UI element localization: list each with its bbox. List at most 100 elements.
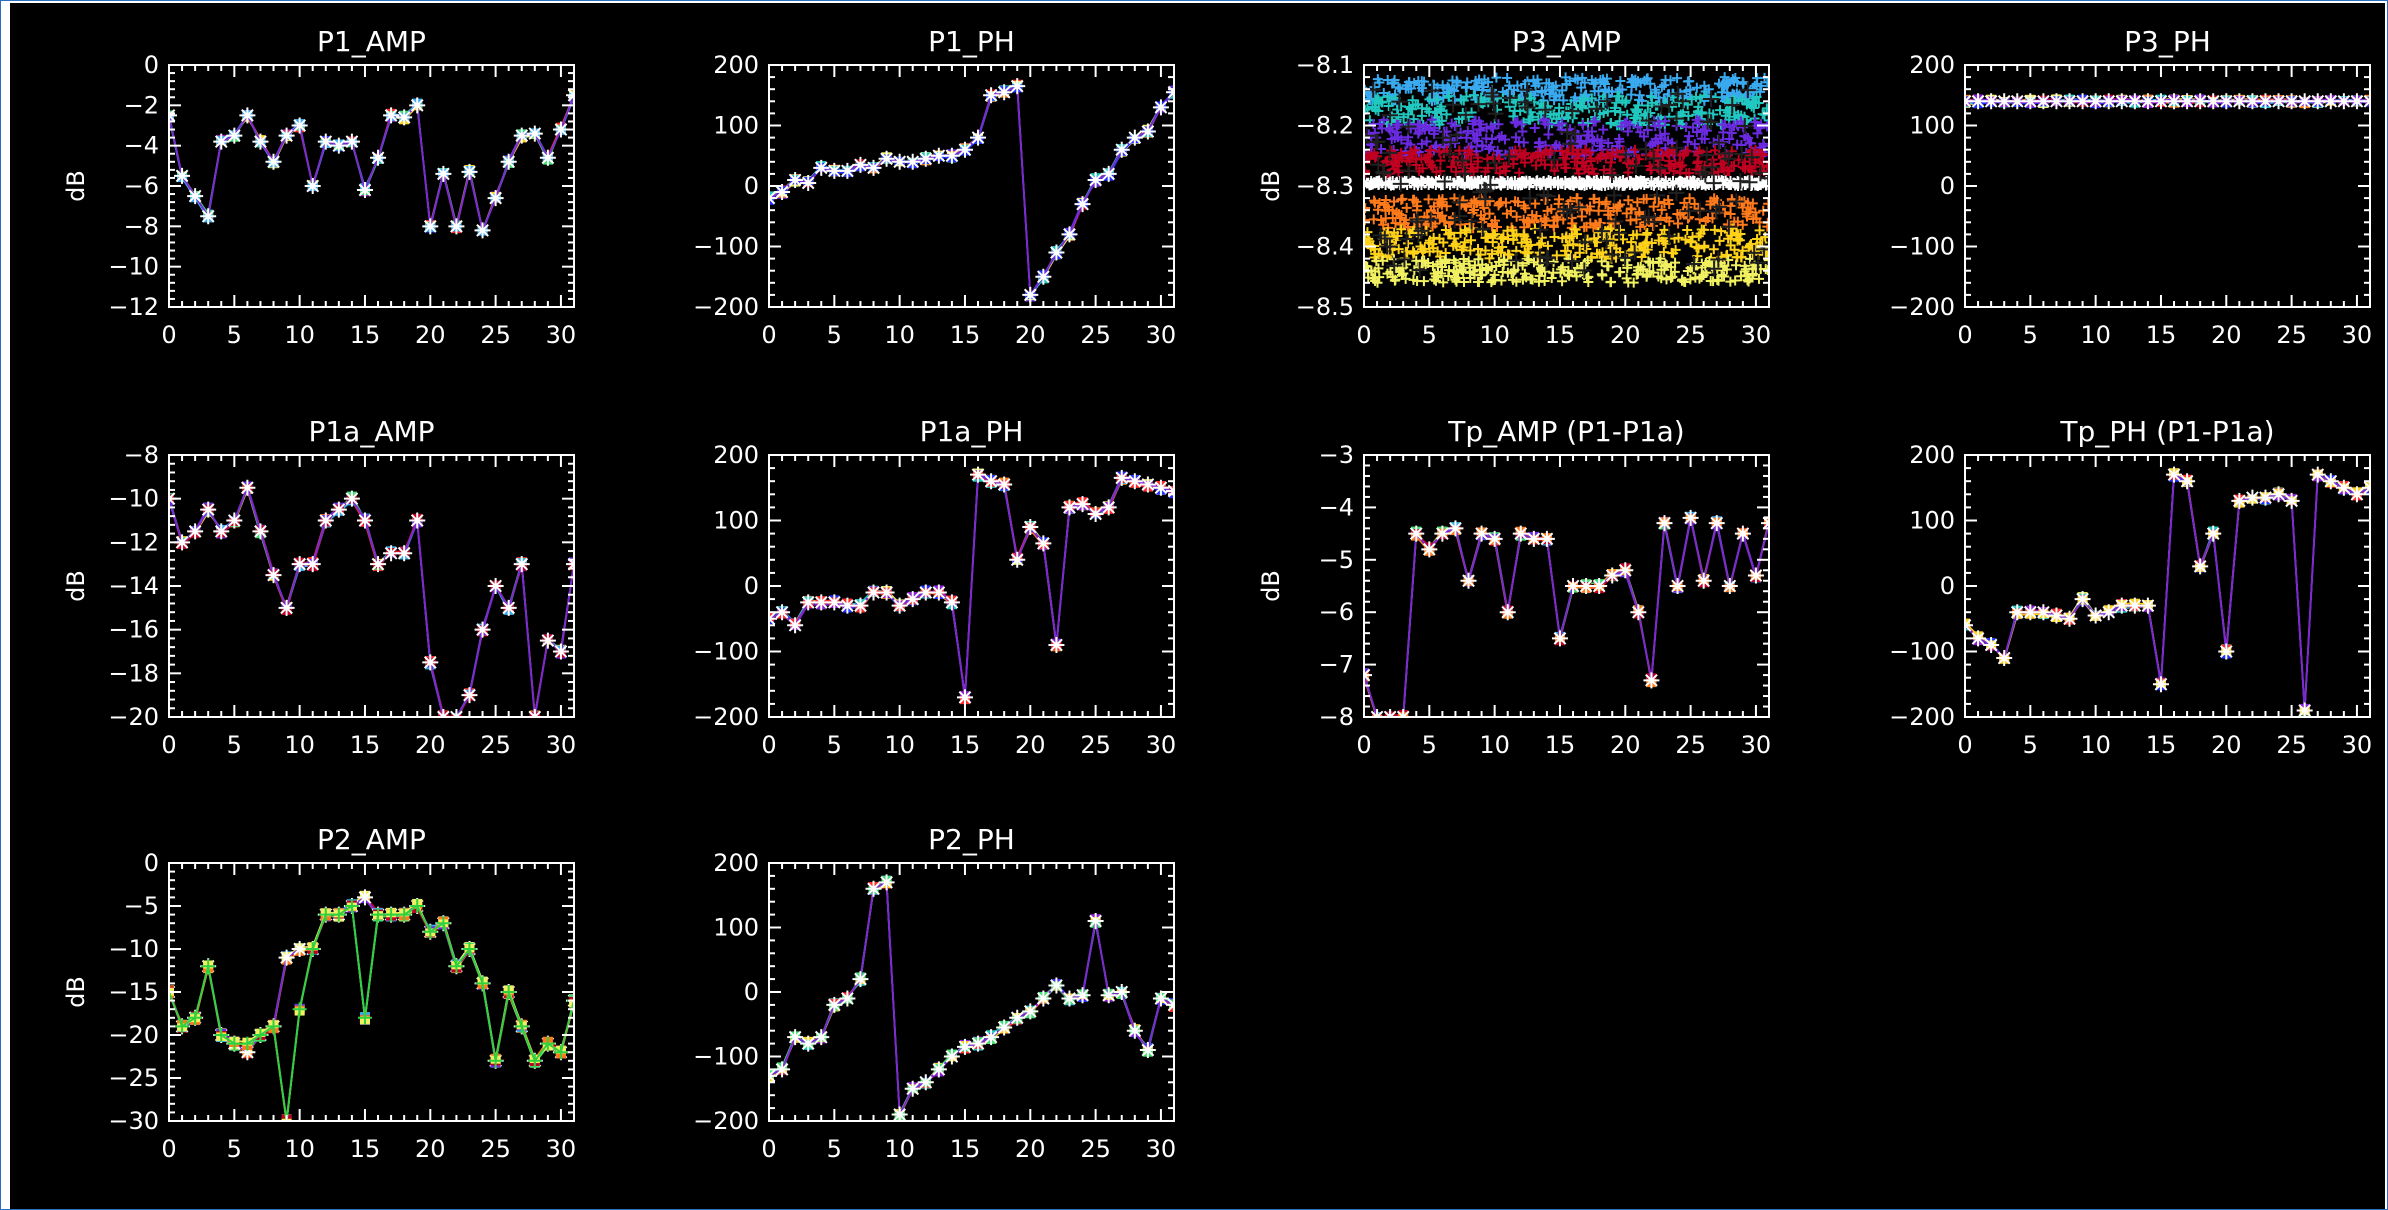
p3-amp-point xyxy=(1699,80,1710,91)
p3-amp-marker xyxy=(1586,175,1601,190)
p3-amp-point xyxy=(1519,81,1536,98)
p3-amp-point xyxy=(1544,88,1555,99)
p3-amp-point xyxy=(1522,216,1532,227)
p3-amp-point xyxy=(1546,273,1557,284)
p3-amp-point xyxy=(1470,96,1487,113)
p3-amp-point xyxy=(1479,96,1490,107)
p3-amp-point xyxy=(1568,239,1579,250)
p1-amp-marker xyxy=(487,190,504,207)
tp-amp-xtick-label: 15 xyxy=(1545,731,1576,759)
p3-amp-point xyxy=(1632,122,1643,133)
p3-amp-point xyxy=(1658,247,1669,258)
p3-amp-point xyxy=(1691,202,1708,219)
p3-amp-point xyxy=(1672,73,1683,84)
p3-amp-point xyxy=(1542,205,1553,216)
p3-amp-point xyxy=(1593,86,1604,97)
p3-amp-point xyxy=(1390,218,1401,229)
p3-amp-point xyxy=(1566,98,1577,109)
p3-amp-point xyxy=(1646,238,1657,249)
p3-amp-point xyxy=(1529,215,1540,226)
tp-ph-marker xyxy=(2192,558,2209,575)
p3-amp-point xyxy=(1450,166,1461,177)
p3-amp-point xyxy=(1588,78,1599,89)
p1-ph-ytick-label: 0 xyxy=(744,172,759,200)
p3-amp-point xyxy=(1670,257,1681,268)
p3-amp-point xyxy=(1752,73,1763,84)
p3-ph-marker xyxy=(2179,93,2196,110)
tp-amp-marker xyxy=(1695,572,1712,589)
p3-amp-point xyxy=(1440,257,1451,268)
p3-amp-point xyxy=(1533,147,1544,158)
p1-amp-marker xyxy=(200,208,217,225)
p1a-amp-marker xyxy=(174,534,191,551)
tp-amp-ytick-label: −5 xyxy=(1319,546,1354,574)
p1a-ph-ytick-label: −100 xyxy=(693,638,759,666)
p1a-ph-marker xyxy=(1126,473,1143,490)
p3-amp-point xyxy=(1451,194,1468,211)
p1a-amp-series-0 xyxy=(169,479,574,717)
p3-amp-point xyxy=(1761,103,1769,114)
p3-amp-point xyxy=(1730,275,1741,286)
p3-amp-point xyxy=(1392,175,1409,192)
p1-ph-ytick-label: −100 xyxy=(693,233,759,261)
p3-amp-point xyxy=(1476,78,1487,89)
p1-amp-marker xyxy=(187,188,204,205)
p3-amp-point xyxy=(1548,109,1559,120)
p3-amp-point xyxy=(1753,97,1764,108)
p3-amp-point xyxy=(1583,130,1594,141)
p3-amp-point xyxy=(1727,74,1738,85)
p3-amp-point xyxy=(1396,210,1407,221)
p3-amp-point xyxy=(1661,274,1672,285)
p1-amp-xtick-label: 0 xyxy=(161,321,176,349)
p3-amp-point xyxy=(1559,204,1576,221)
p3-amp-point xyxy=(1454,152,1471,169)
p3-amp-point xyxy=(1443,270,1454,281)
p3-amp-point xyxy=(1736,118,1753,135)
p3-amp-point xyxy=(1739,260,1750,271)
p3-amp-point xyxy=(1448,266,1459,277)
p1-ph-marker xyxy=(1152,99,1169,116)
p1a-ph-xtick-label: 10 xyxy=(884,731,915,759)
p3-amp-point xyxy=(1726,128,1737,139)
p3-amp-point xyxy=(1446,118,1457,129)
p3-amp-point xyxy=(1604,166,1620,183)
p3-amp-point xyxy=(1371,255,1382,266)
p3-amp-point xyxy=(1556,264,1567,275)
p1-ph-marker xyxy=(813,159,830,176)
tp-ph-marker xyxy=(2035,604,2052,621)
p3-amp-band-2 xyxy=(1364,114,1769,161)
p3-amp-point xyxy=(1466,235,1477,246)
p3-amp-marker xyxy=(1385,175,1400,190)
p3-amp-point xyxy=(1398,231,1415,248)
p3-amp-point xyxy=(1368,214,1379,225)
p3-amp-point xyxy=(1487,105,1504,122)
p3-amp-point xyxy=(1409,77,1420,88)
p1a-ph-data xyxy=(769,466,1174,706)
p1-ph-marker xyxy=(800,174,817,191)
p3-amp-point xyxy=(1459,277,1469,288)
p3-amp-point xyxy=(1493,119,1504,130)
p3-amp-point xyxy=(1706,260,1723,277)
p1a-amp-marker xyxy=(487,578,504,594)
tp-ph-marker xyxy=(2100,604,2117,621)
p3-amp-point xyxy=(1583,166,1594,177)
p3-amp-point xyxy=(1695,228,1706,239)
tp-amp-marker xyxy=(1708,515,1725,532)
p3-amp-point xyxy=(1472,152,1483,163)
p3-amp-point xyxy=(1598,124,1609,135)
p1-ph-marker xyxy=(943,147,960,164)
p3-amp-point xyxy=(1543,148,1554,159)
p3-amp-point xyxy=(1632,197,1643,208)
tp-ph-xtick-label: 0 xyxy=(1957,731,1972,759)
p3-amp-point xyxy=(1487,221,1498,232)
p3-amp-point xyxy=(1656,229,1667,240)
p3-amp-point xyxy=(1484,253,1495,264)
p3-amp-point xyxy=(1590,116,1601,127)
p3-amp-marker xyxy=(1594,175,1609,190)
p3-amp-point xyxy=(1684,76,1695,87)
tp-amp-marker xyxy=(1447,520,1464,537)
p1a-amp-marker xyxy=(317,512,334,529)
p1a-ph-marker xyxy=(1087,505,1104,522)
p3-amp-marker xyxy=(1507,175,1522,190)
p3-amp-point xyxy=(1599,93,1616,110)
